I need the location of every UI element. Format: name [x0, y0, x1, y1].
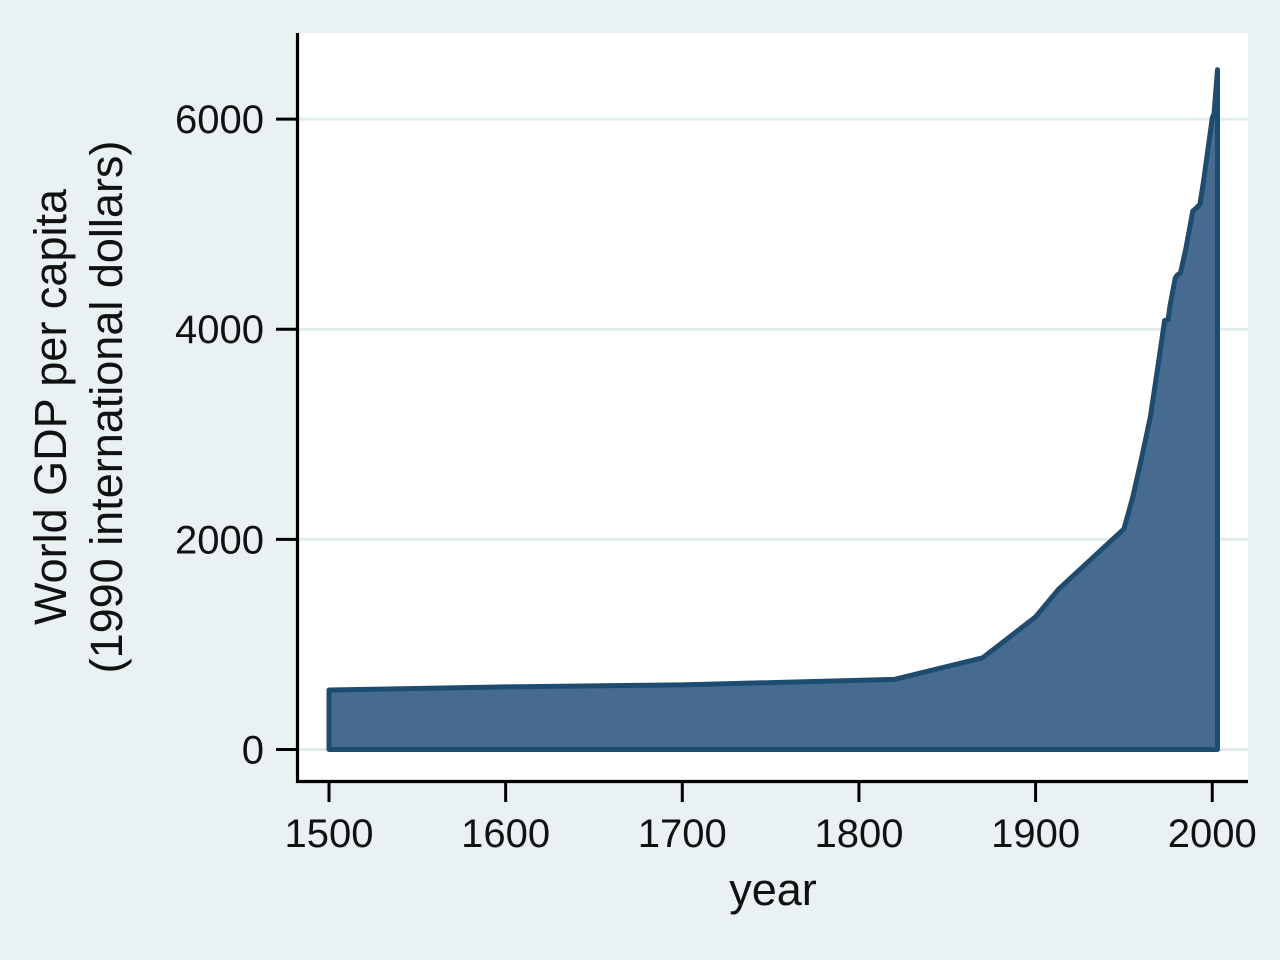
x-tick-label-1600: 1600: [461, 812, 550, 856]
x-axis-tick-labels: 1500 1600 1700 1800 1900 2000: [285, 812, 1257, 856]
x-tick-label-1900: 1900: [991, 812, 1080, 856]
y-axis-tick-labels: 0 2000 4000 6000: [175, 98, 264, 772]
axes: [295, 33, 1248, 784]
y-axis-title-line2: (1990 international dollars): [81, 141, 132, 674]
x-tick-label-1800: 1800: [814, 812, 903, 856]
y-axis-title-line1: World GDP per capita: [25, 188, 76, 625]
y-tick-label-0: 0: [242, 729, 264, 773]
gdp-area-series: [326, 67, 1220, 752]
x-axis-ticks: [327, 783, 1214, 802]
x-tick-label-1500: 1500: [285, 812, 374, 856]
y-tick-label-2000: 2000: [175, 518, 264, 562]
x-tick-label-1700: 1700: [638, 812, 727, 856]
y-axis-ticks: [276, 117, 297, 751]
y-tick-label-6000: 6000: [175, 98, 264, 142]
x-tick-label-2000: 2000: [1168, 812, 1257, 856]
y-tick-label-4000: 4000: [175, 308, 264, 352]
x-axis-title: year: [729, 864, 817, 915]
